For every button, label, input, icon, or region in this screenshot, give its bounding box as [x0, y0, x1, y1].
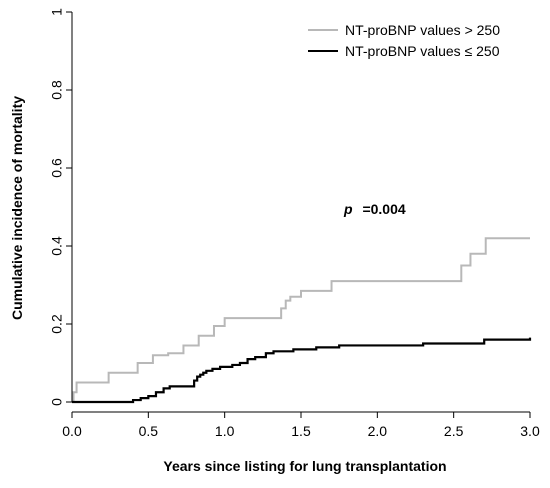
- legend: NT-proBNP values > 250 NT-proBNP values …: [308, 22, 500, 59]
- y-tick-label: 0: [49, 398, 65, 406]
- p-symbol: p: [343, 201, 353, 217]
- x-tick-label: 1.5: [291, 423, 311, 439]
- y-axis: 0 0.2 0.4 0.6 0.8 1: [49, 8, 73, 406]
- x-tick-label: 3.0: [520, 423, 540, 439]
- x-tick-label: 2.5: [444, 423, 464, 439]
- legend-label-high: NT-proBNP values > 250: [345, 22, 500, 38]
- p-value: =0.004: [362, 201, 405, 217]
- svg-text:p =0.004: p =0.004: [343, 201, 406, 217]
- y-axis-title: Cumulative incidence of mortality: [9, 96, 25, 320]
- legend-label-low: NT-proBNP values ≤ 250: [345, 43, 500, 59]
- y-tick-label: 0.8: [49, 80, 65, 100]
- x-tick-label: 2.0: [368, 423, 388, 439]
- series-layer: [72, 237, 532, 404]
- p-value-annotation: p =0.004: [343, 201, 406, 217]
- y-tick-label: 1: [49, 8, 65, 16]
- x-axis: 0.0 0.5 1.0 1.5 2.0 2.5 3.0: [62, 411, 540, 439]
- x-tick-label: 0.5: [139, 423, 159, 439]
- x-tick-label: 1.0: [215, 423, 235, 439]
- series-line-high: [72, 237, 530, 403]
- y-tick-label: 0.4: [49, 236, 65, 256]
- x-axis-title: Years since listing for lung transplanta…: [163, 458, 446, 474]
- series-line-low: [72, 337, 532, 404]
- y-tick-label: 0.2: [49, 314, 65, 334]
- x-tick-label: 0.0: [62, 423, 82, 439]
- y-tick-label: 0.6: [49, 158, 65, 178]
